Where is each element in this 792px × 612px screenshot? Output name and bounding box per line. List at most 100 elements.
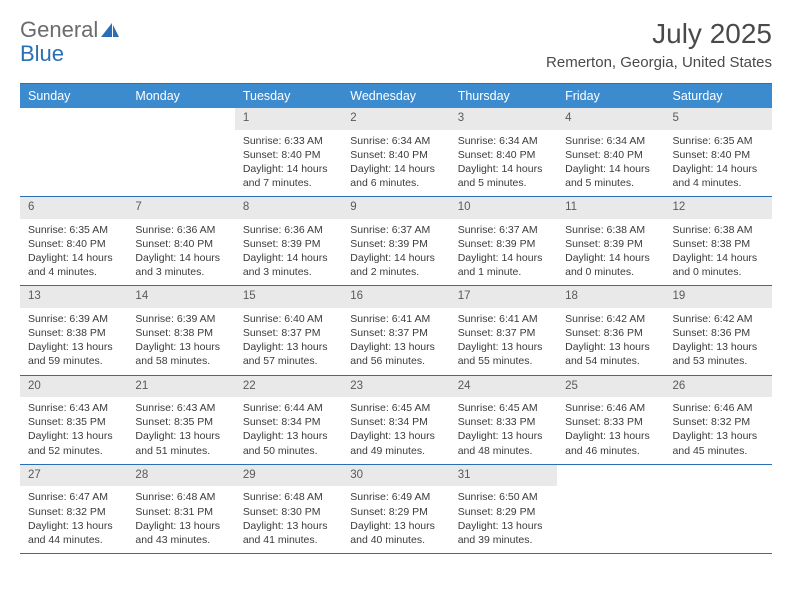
sunrise-label: Sunrise: 6:43 AM — [28, 401, 119, 415]
sunset-label: Sunset: 8:37 PM — [243, 326, 334, 340]
sunset-label: Sunset: 8:35 PM — [28, 415, 119, 429]
sunrise-label: Sunrise: 6:50 AM — [458, 490, 549, 504]
day-number: 2 — [342, 108, 449, 130]
sunrise-label: Sunrise: 6:46 AM — [673, 401, 764, 415]
sunrise-label: Sunrise: 6:42 AM — [565, 312, 656, 326]
day-cell: 30Sunrise: 6:49 AMSunset: 8:29 PMDayligh… — [342, 465, 449, 553]
day-number: 20 — [20, 376, 127, 398]
day-number: 9 — [342, 197, 449, 219]
sunset-label: Sunset: 8:37 PM — [458, 326, 549, 340]
day-details: Sunrise: 6:36 AMSunset: 8:40 PMDaylight:… — [127, 219, 234, 286]
day-cell: 12Sunrise: 6:38 AMSunset: 8:38 PMDayligh… — [665, 197, 772, 285]
sail-icon — [100, 22, 120, 38]
day-details: Sunrise: 6:33 AMSunset: 8:40 PMDaylight:… — [235, 130, 342, 197]
empty-cell — [665, 465, 772, 553]
day-cell: 31 Sunrise: 6:50 AMSunset: 8:29 PMDayligh… — [450, 465, 557, 553]
sunset-label: Sunset: 8:40 PM — [458, 148, 549, 162]
daylight-label-2: and 5 minutes. — [458, 176, 549, 190]
sunset-label: Sunset: 8:29 PM — [458, 505, 549, 519]
day-details: Sunrise: 6:45 AMSunset: 8:33 PMDaylight:… — [450, 397, 557, 464]
day-details: Sunrise: 6:40 AMSunset: 8:37 PMDaylight:… — [235, 308, 342, 375]
day-details: Sunrise: 6:45 AMSunset: 8:34 PMDaylight:… — [342, 397, 449, 464]
daylight-label-2: and 56 minutes. — [350, 354, 441, 368]
dow-friday: Friday — [557, 84, 664, 108]
empty-cell — [20, 108, 127, 196]
day-number: 24 — [450, 376, 557, 398]
sunset-label: Sunset: 8:40 PM — [350, 148, 441, 162]
day-cell: 20Sunrise: 6:43 AMSunset: 8:35 PMDayligh… — [20, 376, 127, 464]
day-number: 14 — [127, 286, 234, 308]
day-number: 17 — [450, 286, 557, 308]
sunrise-label: Sunrise: 6:48 AM — [243, 490, 334, 504]
day-details: Sunrise: 6:38 AMSunset: 8:39 PMDaylight:… — [557, 219, 664, 286]
daylight-label-1: Daylight: 13 hours — [565, 429, 656, 443]
day-cell: 15Sunrise: 6:40 AMSunset: 8:37 PMDayligh… — [235, 286, 342, 374]
sunrise-label: Sunrise: 6:36 AM — [243, 223, 334, 237]
day-cell: 27Sunrise: 6:47 AMSunset: 8:32 PMDayligh… — [20, 465, 127, 553]
day-number: 15 — [235, 286, 342, 308]
day-number: 5 — [665, 108, 772, 130]
day-cell: 10Sunrise: 6:37 AMSunset: 8:39 PMDayligh… — [450, 197, 557, 285]
day-details: Sunrise: 6:48 AMSunset: 8:30 PMDaylight:… — [235, 486, 342, 553]
sunset-label: Sunset: 8:40 PM — [565, 148, 656, 162]
sunset-label: Sunset: 8:35 PM — [135, 415, 226, 429]
daylight-label-1: Daylight: 14 hours — [673, 251, 764, 265]
daylight-label-1: Daylight: 13 hours — [350, 519, 441, 533]
day-cell: 25Sunrise: 6:46 AMSunset: 8:33 PMDayligh… — [557, 376, 664, 464]
daylight-label-1: Daylight: 13 hours — [243, 519, 334, 533]
sunset-label: Sunset: 8:39 PM — [350, 237, 441, 251]
day-cell: 7Sunrise: 6:36 AMSunset: 8:40 PMDaylight… — [127, 197, 234, 285]
daylight-label-2: and 39 minutes. — [458, 533, 549, 547]
day-cell: 9Sunrise: 6:37 AMSunset: 8:39 PMDaylight… — [342, 197, 449, 285]
day-number: 29 — [235, 465, 342, 487]
dow-saturday: Saturday — [665, 84, 772, 108]
day-details: Sunrise: 6:37 AMSunset: 8:39 PMDaylight:… — [342, 219, 449, 286]
calendar: Sunday Monday Tuesday Wednesday Thursday… — [20, 83, 772, 554]
daylight-label-1: Daylight: 14 hours — [350, 162, 441, 176]
sunset-label: Sunset: 8:31 PM — [135, 505, 226, 519]
daylight-label-2: and 0 minutes. — [673, 265, 764, 279]
day-cell: 18Sunrise: 6:42 AMSunset: 8:36 PMDayligh… — [557, 286, 664, 374]
day-details: Sunrise: 6:41 AMSunset: 8:37 PMDaylight:… — [342, 308, 449, 375]
daylight-label-2: and 55 minutes. — [458, 354, 549, 368]
daylight-label-1: Daylight: 13 hours — [135, 519, 226, 533]
daylight-label-2: and 43 minutes. — [135, 533, 226, 547]
day-number: 28 — [127, 465, 234, 487]
dow-monday: Monday — [127, 84, 234, 108]
day-cell: 19Sunrise: 6:42 AMSunset: 8:36 PMDayligh… — [665, 286, 772, 374]
day-details: Sunrise: 6:42 AMSunset: 8:36 PMDaylight:… — [665, 308, 772, 375]
day-number: 12 — [665, 197, 772, 219]
day-cell: 28Sunrise: 6:48 AMSunset: 8:31 PMDayligh… — [127, 465, 234, 553]
daylight-label-2: and 7 minutes. — [243, 176, 334, 190]
day-details: Sunrise: 6:35 AMSunset: 8:40 PMDaylight:… — [665, 130, 772, 197]
sunrise-label: Sunrise: 6:34 AM — [350, 134, 441, 148]
sunrise-label: Sunrise: 6:46 AM — [565, 401, 656, 415]
daylight-label-2: and 53 minutes. — [673, 354, 764, 368]
weeks-container: 1Sunrise: 6:33 AMSunset: 8:40 PMDaylight… — [20, 108, 772, 553]
sunset-label: Sunset: 8:32 PM — [673, 415, 764, 429]
day-details: Sunrise: 6:42 AMSunset: 8:36 PMDaylight:… — [557, 308, 664, 375]
day-number: 27 — [20, 465, 127, 487]
day-details: Sunrise: 6:43 AMSunset: 8:35 PMDaylight:… — [127, 397, 234, 464]
sunset-label: Sunset: 8:40 PM — [28, 237, 119, 251]
sunset-label: Sunset: 8:33 PM — [565, 415, 656, 429]
logo-part2: Blue — [20, 41, 64, 66]
daylight-label-2: and 40 minutes. — [350, 533, 441, 547]
sunrise-label: Sunrise: 6:45 AM — [458, 401, 549, 415]
daylight-label-2: and 5 minutes. — [565, 176, 656, 190]
empty-cell — [557, 465, 664, 553]
daylight-label-2: and 3 minutes. — [135, 265, 226, 279]
daylight-label-1: Daylight: 13 hours — [458, 519, 549, 533]
day-number: 4 — [557, 108, 664, 130]
sunrise-label: Sunrise: 6:42 AM — [673, 312, 764, 326]
day-number: 31 — [450, 465, 557, 487]
daylight-label-2: and 46 minutes. — [565, 444, 656, 458]
sunrise-label: Sunrise: 6:47 AM — [28, 490, 119, 504]
week-row: 6Sunrise: 6:35 AMSunset: 8:40 PMDaylight… — [20, 197, 772, 286]
sunset-label: Sunset: 8:29 PM — [350, 505, 441, 519]
sunrise-label: Sunrise: 6:38 AM — [565, 223, 656, 237]
daylight-label-2: and 6 minutes. — [350, 176, 441, 190]
daylight-label-2: and 3 minutes. — [243, 265, 334, 279]
daylight-label-1: Daylight: 14 hours — [458, 162, 549, 176]
sunrise-label: Sunrise: 6:37 AM — [458, 223, 549, 237]
